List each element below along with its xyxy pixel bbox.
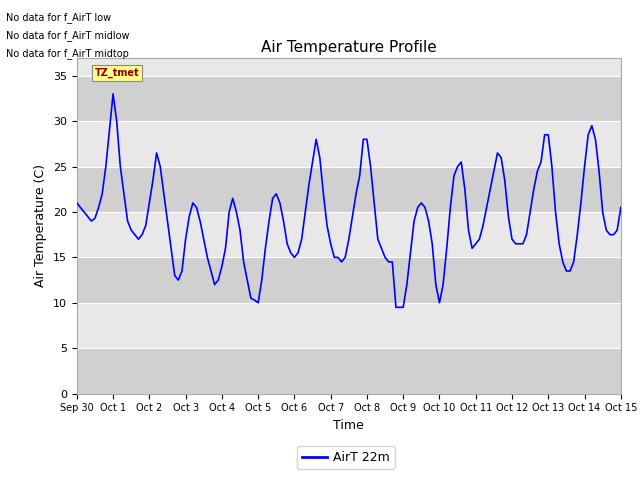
Y-axis label: Air Temperature (C): Air Temperature (C) — [35, 164, 47, 287]
Text: TZ_tmet: TZ_tmet — [95, 68, 140, 78]
Title: Air Temperature Profile: Air Temperature Profile — [261, 40, 436, 55]
Bar — [77, 167, 621, 212]
X-axis label: Time: Time — [333, 419, 364, 432]
Bar — [77, 76, 621, 121]
Text: No data for f_AirT midtop: No data for f_AirT midtop — [6, 48, 129, 60]
Bar — [77, 121, 621, 167]
Bar — [77, 257, 621, 303]
Legend: AirT 22m: AirT 22m — [296, 446, 395, 469]
Bar — [77, 212, 621, 257]
Bar — [77, 303, 621, 348]
Bar — [77, 348, 621, 394]
Text: No data for f_AirT low: No data for f_AirT low — [6, 12, 111, 23]
Text: No data for f_AirT midlow: No data for f_AirT midlow — [6, 30, 130, 41]
